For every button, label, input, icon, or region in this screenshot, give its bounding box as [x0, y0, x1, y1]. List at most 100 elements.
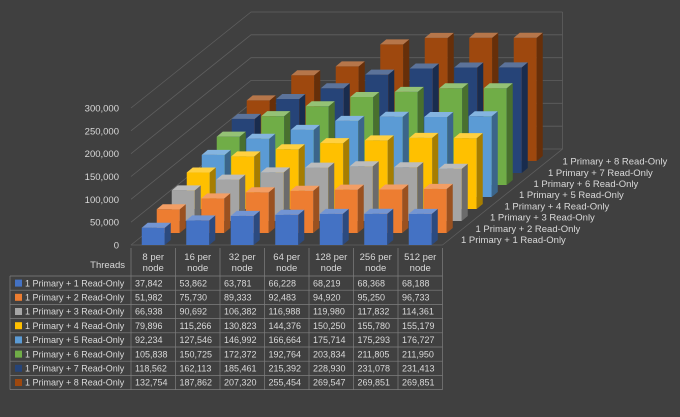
table-cell-value: 231,413: [402, 364, 435, 374]
table-cell-value: 114,361: [402, 307, 434, 317]
table-cell-value: 130,823: [224, 321, 257, 331]
bar-side: [491, 111, 498, 197]
bar-top: [365, 69, 395, 75]
bar-front: [141, 227, 165, 245]
bar-top: [305, 162, 335, 168]
y-tick-label: 150,000: [85, 172, 119, 183]
bar-front: [275, 214, 299, 245]
gridline: [130, 34, 563, 132]
bar-side: [209, 215, 216, 245]
table-cell-value: 95,250: [358, 293, 386, 303]
bar-top: [409, 63, 439, 69]
bar-side: [476, 133, 483, 209]
bar-side: [224, 193, 231, 233]
table-cell-value: 155,179: [402, 321, 435, 331]
table-cell-value: 255,454: [269, 378, 302, 388]
table-cell-value: 187,862: [180, 378, 213, 388]
bar-side: [342, 208, 349, 245]
bar-side: [268, 187, 275, 233]
x-tick-label: node: [321, 263, 342, 274]
bar-side: [328, 162, 335, 221]
row-series-name: 1 Primary + 6 Read-Only: [25, 349, 125, 359]
bar-top: [513, 32, 543, 38]
bar-top: [231, 151, 261, 157]
bar-top: [335, 115, 365, 121]
bar-side: [446, 183, 453, 233]
table-cell-value: 75,730: [180, 293, 208, 303]
table-cell-value: 132,754: [135, 378, 168, 388]
bar-side: [253, 210, 260, 245]
table-cell-value: 66,228: [269, 278, 297, 288]
series-axis-label: 1 Primary + 2 Read-Only: [476, 224, 581, 235]
x-tick-label: node: [143, 263, 164, 274]
bar-top: [454, 62, 484, 68]
bar-top: [409, 132, 439, 138]
table-cell-value: 150,725: [180, 349, 213, 359]
table-cell-value: 68,188: [402, 278, 430, 288]
bar-top: [319, 208, 349, 214]
legend-key: [15, 350, 22, 358]
bar-top: [186, 215, 216, 221]
bar-top: [424, 32, 454, 38]
bar-top: [380, 39, 410, 45]
y-tick-label: 0: [114, 241, 119, 252]
table-cell-value: 116,988: [269, 307, 301, 317]
table-cell-value: 51,982: [135, 293, 163, 303]
bar-top: [320, 83, 350, 89]
table-cell-value: 53,862: [180, 278, 208, 288]
row-series-name: 1 Primary + 3 Read-Only: [25, 307, 125, 317]
bar: [408, 208, 438, 245]
x-axis-title: Threads: [90, 260, 125, 271]
legend-key: [15, 379, 22, 386]
bar-side: [194, 185, 201, 221]
bar-side: [179, 204, 186, 233]
bar-top: [334, 184, 364, 190]
table-cell-value: 269,547: [313, 378, 346, 388]
bar-top: [201, 149, 231, 155]
table-cell-value: 231,078: [358, 364, 391, 374]
bar-side: [461, 163, 468, 221]
bar-top: [231, 113, 261, 119]
x-tick-label: 256 per: [360, 252, 392, 263]
y-tick-label: 200,000: [85, 149, 119, 160]
row-series-name: 1 Primary + 2 Read-Only: [25, 293, 125, 303]
table-cell-value: 269,851: [402, 378, 435, 388]
bar-top: [275, 209, 305, 215]
row-series-name: 1 Primary + 1 Read-Only: [25, 278, 125, 288]
bar: [230, 210, 260, 245]
table-cell-value: 106,382: [224, 307, 257, 317]
legend-key: [15, 322, 22, 330]
bar-side: [506, 83, 513, 185]
table-cell-value: 144,376: [269, 321, 302, 331]
bar-top: [230, 210, 260, 216]
legend-key: [15, 293, 22, 301]
table-cell-value: 211,950: [402, 349, 434, 359]
bar-side: [298, 209, 305, 245]
series-axis-label: 1 Primary + 3 Read-Only: [490, 213, 595, 224]
bar-top: [439, 83, 469, 89]
series-axis-label: 1 Primary + 6 Read-Only: [534, 179, 639, 190]
y-tick-label: 50,000: [90, 218, 119, 229]
bar-top: [276, 93, 306, 99]
bar-top: [335, 61, 365, 67]
bar-top: [394, 162, 424, 168]
series-axis-label: 1 Primary + 7 Read-Only: [548, 168, 653, 179]
x-tick-label: 16 per: [184, 252, 211, 263]
bar-front: [319, 213, 343, 245]
series-axis-label: 1 Primary + 8 Read-Only: [563, 157, 668, 168]
x-tick-label: 8 per: [142, 252, 164, 263]
bar-top: [275, 144, 305, 150]
bar-top: [141, 222, 171, 228]
bar-front: [364, 213, 388, 245]
y-tick-label: 250,000: [85, 126, 119, 137]
y-tick-label: 100,000: [85, 195, 119, 206]
bar-side: [372, 161, 379, 221]
x-tick-label: 128 per: [315, 252, 347, 263]
table-cell-value: 118,562: [135, 364, 167, 374]
gridline: [130, 57, 563, 154]
bar-top: [261, 111, 291, 117]
table-cell-value: 185,461: [224, 364, 257, 374]
table-cell-value: 211,805: [358, 349, 390, 359]
